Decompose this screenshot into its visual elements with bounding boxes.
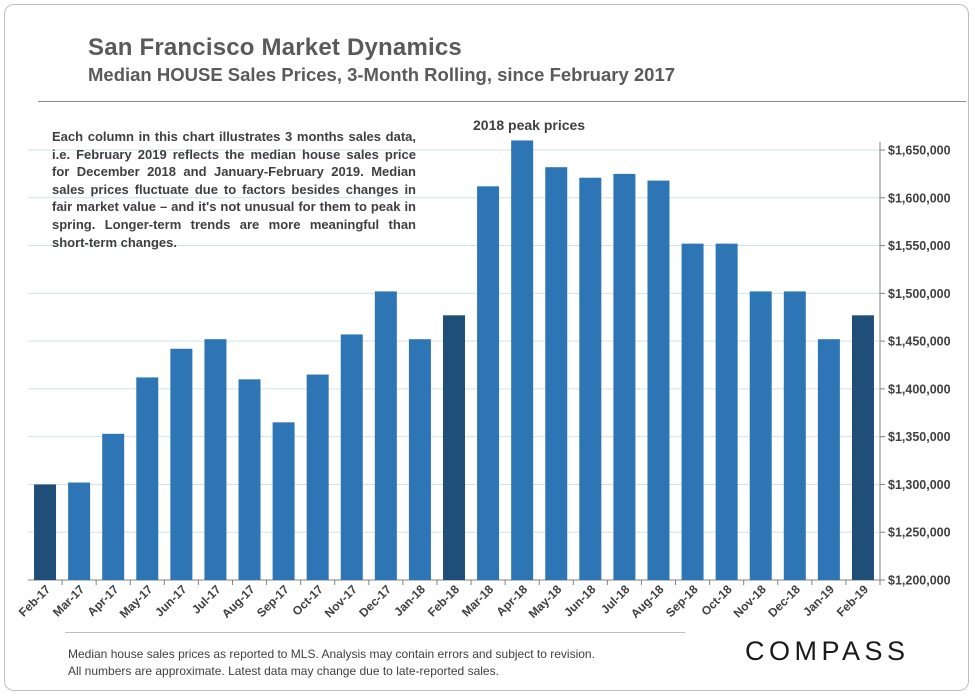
y-tick-label: $1,500,000	[888, 287, 951, 301]
footnote-line-2: All numbers are approximate. Latest data…	[68, 664, 499, 678]
bar	[68, 482, 91, 580]
chart-note: Each column in this chart illustrates 3 …	[52, 129, 416, 250]
x-tick-label: Apr-17	[85, 582, 122, 619]
y-tick-label: $1,450,000	[888, 335, 951, 349]
page-title: San Francisco Market Dynamics	[88, 34, 462, 61]
bar	[545, 167, 568, 580]
y-tick-label: $1,600,000	[888, 191, 951, 205]
title-divider	[38, 101, 966, 102]
y-tick-label: $1,400,000	[888, 382, 951, 396]
y-tick-label: $1,200,000	[888, 574, 951, 588]
bar	[511, 140, 534, 580]
x-tick-label: Nov-17	[322, 582, 360, 620]
bar	[783, 291, 806, 580]
x-tick-label: Sep-17	[254, 582, 292, 620]
bar	[34, 484, 57, 580]
bar	[238, 379, 261, 580]
y-tick-label: $1,550,000	[888, 239, 951, 253]
bar	[272, 422, 295, 580]
bar	[170, 348, 193, 580]
footnote: Median house sales prices as reported to…	[68, 646, 688, 680]
x-tick-label: Nov-18	[731, 582, 769, 620]
bar	[613, 173, 636, 580]
bar	[340, 334, 363, 580]
footnote-line-1: Median house sales prices as reported to…	[68, 647, 595, 661]
bar	[749, 291, 772, 580]
y-tick-label: $1,250,000	[888, 526, 951, 540]
x-tick-label: Jan-18	[391, 582, 428, 619]
x-tick-label: Jun-18	[561, 582, 598, 619]
bar	[374, 291, 397, 580]
x-tick-label: Feb-17	[16, 582, 53, 619]
y-tick-label: $1,650,000	[888, 144, 951, 158]
bar	[408, 339, 431, 580]
x-tick-label: Sep-18	[663, 582, 701, 620]
x-tick-label: Dec-17	[356, 582, 394, 620]
bar	[579, 177, 602, 580]
bar	[851, 315, 874, 580]
bar	[204, 339, 227, 580]
y-tick-label: $1,300,000	[888, 478, 951, 492]
bar	[681, 243, 704, 580]
x-tick-label: Mar-17	[50, 582, 87, 619]
bar	[647, 180, 670, 581]
y-tick-label: $1,350,000	[888, 430, 951, 444]
bar	[102, 433, 125, 580]
x-tick-label: Apr-18	[494, 582, 531, 619]
peak-prices-label: 2018 peak prices	[473, 117, 586, 133]
bar	[715, 243, 738, 580]
bar	[443, 315, 465, 580]
x-tick-label: Aug-17	[219, 582, 258, 621]
x-tick-label: May-17	[117, 582, 156, 621]
x-tick-label: Jan-19	[800, 582, 837, 619]
x-tick-label: May-18	[526, 582, 565, 621]
x-tick-label: Feb-19	[834, 582, 871, 619]
x-tick-label: Dec-18	[765, 582, 803, 620]
x-tick-label: Feb-18	[425, 582, 462, 619]
footer-divider	[65, 632, 685, 633]
bar	[817, 339, 840, 580]
bar	[477, 186, 500, 581]
compass-logo: COMPASS	[745, 636, 910, 666]
x-tick-label: Oct-17	[289, 582, 326, 619]
bar	[136, 377, 159, 580]
x-tick-label: Jun-17	[152, 582, 189, 619]
x-tick-label: Aug-18	[628, 582, 667, 621]
x-tick-label: Mar-18	[459, 582, 496, 619]
bar	[306, 374, 329, 580]
chart-frame	[4, 4, 969, 691]
x-tick-label: Oct-18	[698, 582, 735, 619]
page-subtitle: Median HOUSE Sales Prices, 3-Month Rolli…	[88, 64, 676, 85]
